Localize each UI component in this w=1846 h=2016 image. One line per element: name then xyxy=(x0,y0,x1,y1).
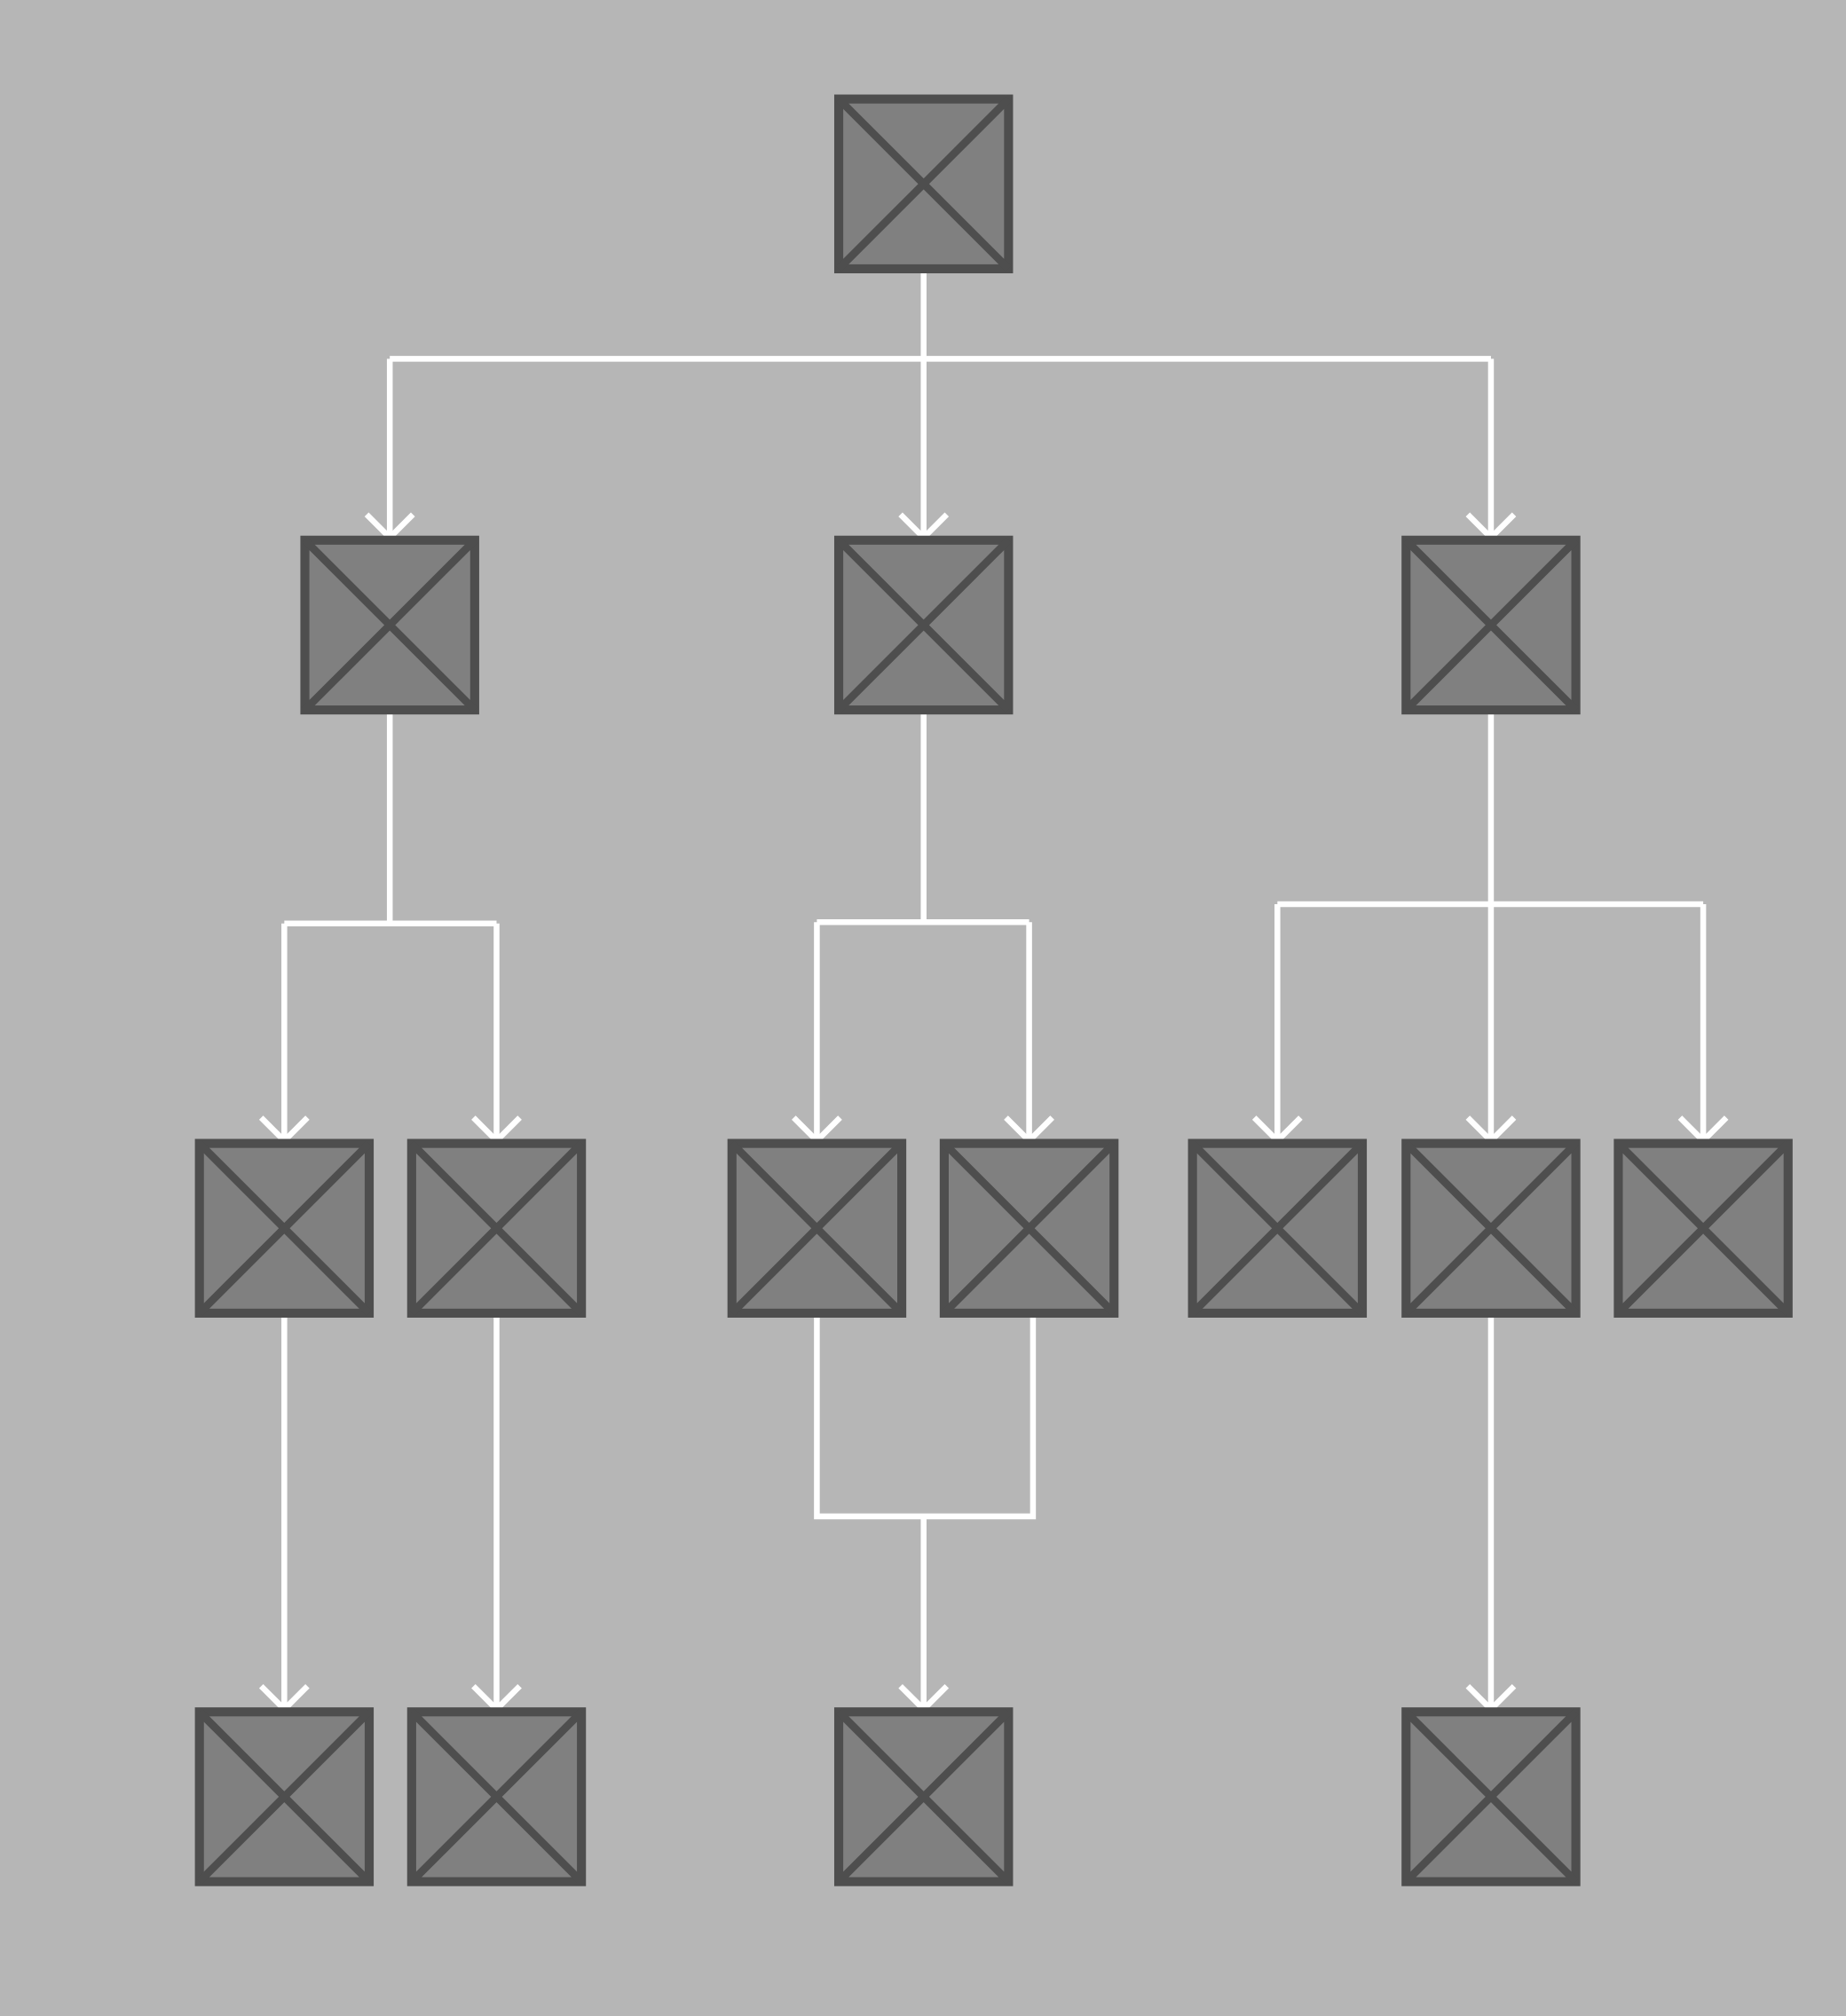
tree-node-n5 xyxy=(406,1138,587,1318)
image-placeholder-icon xyxy=(1403,1140,1579,1316)
tree-node-n11 xyxy=(194,1707,375,1886)
cross-line xyxy=(835,537,1012,713)
tree-node-n7 xyxy=(939,1138,1119,1318)
tree-node-n6 xyxy=(727,1138,907,1318)
image-placeholder-icon xyxy=(408,1709,585,1885)
cross-line xyxy=(408,1140,585,1316)
nodes-layer xyxy=(194,94,1793,1886)
tree-node-n0 xyxy=(833,94,1014,274)
image-placeholder-icon xyxy=(941,1140,1117,1316)
tree-node-n3 xyxy=(1401,535,1581,715)
image-placeholder-icon xyxy=(302,537,477,713)
cross-line xyxy=(941,1140,1117,1316)
cross-line xyxy=(835,1709,1012,1885)
cross-line xyxy=(1615,1140,1791,1316)
cross-line xyxy=(1403,537,1579,713)
image-placeholder-icon xyxy=(729,1140,905,1316)
tree-node-n1 xyxy=(300,535,479,715)
image-placeholder-icon xyxy=(196,1140,373,1316)
tree-node-n14 xyxy=(1401,1707,1581,1886)
cross-line xyxy=(1189,1140,1366,1316)
cross-line xyxy=(408,1709,585,1885)
image-placeholder-icon xyxy=(1615,1140,1791,1316)
tree-node-n13 xyxy=(833,1707,1014,1886)
cross-line xyxy=(1403,1140,1579,1316)
tree-node-n9 xyxy=(1401,1138,1581,1318)
image-placeholder-icon xyxy=(1403,537,1579,713)
edge-2 xyxy=(792,710,1054,1146)
cross-line xyxy=(729,1140,905,1316)
cross-line xyxy=(1403,1709,1579,1885)
image-placeholder-icon xyxy=(1403,1709,1579,1885)
tree-node-n12 xyxy=(406,1707,587,1886)
cross-line xyxy=(196,1709,373,1885)
image-placeholder-icon xyxy=(835,537,1012,713)
tree-node-n2 xyxy=(833,535,1014,715)
tree-node-n4 xyxy=(194,1138,375,1318)
image-placeholder-icon xyxy=(1189,1140,1366,1316)
tree-node-n8 xyxy=(1187,1138,1368,1318)
image-placeholder-icon xyxy=(835,96,1012,272)
edges-layer xyxy=(258,268,1729,1713)
image-placeholder-icon xyxy=(408,1140,585,1316)
image-placeholder-icon xyxy=(835,1709,1012,1885)
cross-line xyxy=(302,537,477,713)
cross-line xyxy=(196,1140,373,1316)
tree-node-n10 xyxy=(1613,1138,1793,1318)
cross-line xyxy=(835,96,1012,272)
image-placeholder-icon xyxy=(196,1709,373,1885)
